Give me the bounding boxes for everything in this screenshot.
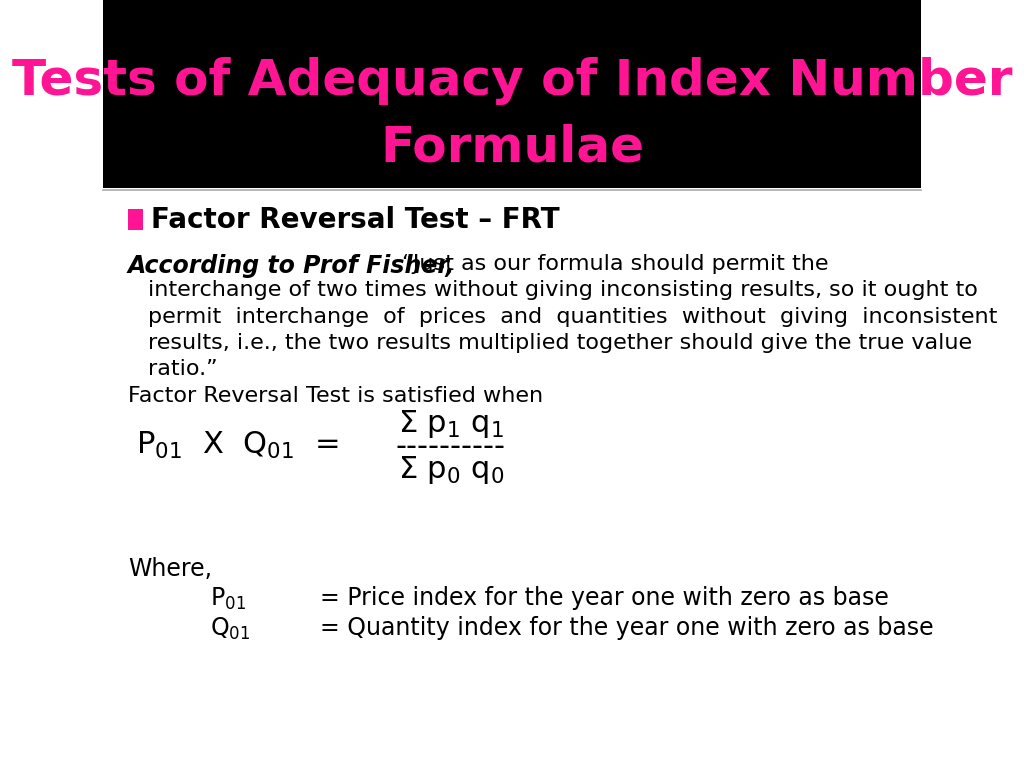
Text: $\mathrm{Q_{01}}$: $\mathrm{Q_{01}}$ <box>210 616 250 642</box>
Text: = Price index for the year one with zero as base: = Price index for the year one with zero… <box>319 586 889 610</box>
Text: $\mathrm{P_{01}}$  X  $\mathrm{Q_{01}}$  =: $\mathrm{P_{01}}$ X $\mathrm{Q_{01}}$ = <box>136 430 339 461</box>
Text: ----------: ---------- <box>396 432 506 462</box>
Text: According to Prof Fisher,: According to Prof Fisher, <box>128 254 456 278</box>
FancyBboxPatch shape <box>103 0 921 188</box>
Text: permit  interchange  of  prices  and  quantities  without  giving  inconsistent: permit interchange of prices and quantit… <box>148 307 997 327</box>
Bar <box>128 209 142 230</box>
Text: Where,: Where, <box>128 557 212 581</box>
Text: “Just as our formula should permit the: “Just as our formula should permit the <box>401 254 828 274</box>
Text: interchange of two times without giving inconsisting results, so it ought to: interchange of two times without giving … <box>148 280 978 300</box>
Text: ratio.”: ratio.” <box>148 359 218 379</box>
Text: results, i.e., the two results multiplied together should give the true value: results, i.e., the two results multiplie… <box>148 333 973 353</box>
Text: Factor Reversal Test – FRT: Factor Reversal Test – FRT <box>151 206 559 233</box>
Text: $\mathrm{P_{01}}$: $\mathrm{P_{01}}$ <box>210 586 246 612</box>
Text: Formulae: Formulae <box>380 124 644 171</box>
Text: $\Sigma$ p$_0$ q$_0$: $\Sigma$ p$_0$ q$_0$ <box>397 454 504 486</box>
Text: Tests of Adequacy of Index Number: Tests of Adequacy of Index Number <box>11 57 1013 104</box>
Text: Factor Reversal Test is satisfied when: Factor Reversal Test is satisfied when <box>128 386 543 406</box>
Text: $\Sigma$ p$_1$ q$_1$: $\Sigma$ p$_1$ q$_1$ <box>397 408 504 440</box>
Text: = Quantity index for the year one with zero as base: = Quantity index for the year one with z… <box>319 616 934 640</box>
